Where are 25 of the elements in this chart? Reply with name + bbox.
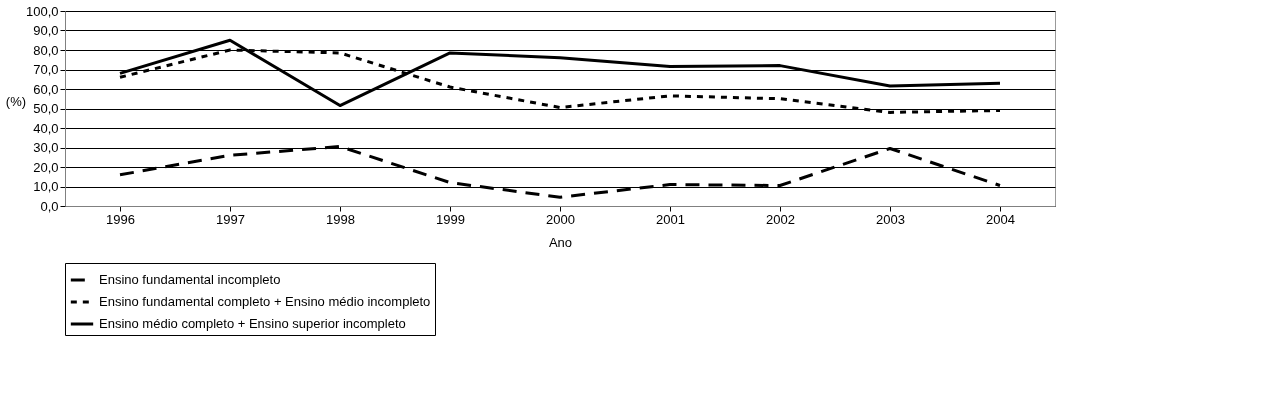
- x-tick-label: 2001: [656, 211, 685, 227]
- x-tick-label: 1998: [326, 211, 355, 227]
- y-tick-label: 100,0: [25, 3, 59, 19]
- x-tick-label: 1999: [436, 211, 465, 227]
- y-tick-label: 40,0: [33, 120, 59, 136]
- x-tick-label: 1997: [216, 211, 245, 227]
- y-tick-label: 20,0: [33, 159, 59, 175]
- y-axis-title: (%): [5, 94, 27, 109]
- x-tick-label: 1996: [106, 211, 135, 227]
- y-tick-label: 70,0: [33, 62, 59, 77]
- legend-label: Ensino fundamental completo + Ensino médio incompleto: [99, 294, 431, 309]
- x-tick-label: 2002: [766, 211, 795, 227]
- y-tick-label: 80,0: [33, 42, 59, 58]
- y-tick-label: 0,0: [40, 198, 59, 214]
- y-tick-label: 50,0: [33, 101, 59, 116]
- x-tick-label: 2000: [546, 211, 575, 227]
- x-axis-title: Ano: [548, 234, 573, 250]
- y-tick-label: 90,0: [33, 23, 59, 38]
- x-tick-label: 2003: [876, 211, 905, 227]
- legend-label: Ensino fundamental incompleto: [99, 272, 281, 287]
- legend-label: Ensino médio completo + Ensino superior incompleto: [99, 316, 406, 331]
- y-tick-label: 10,0: [33, 179, 59, 194]
- y-tick-label: 30,0: [33, 140, 59, 155]
- y-tick-label: 60,0: [33, 81, 59, 97]
- x-tick-label: 2004: [986, 211, 1015, 227]
